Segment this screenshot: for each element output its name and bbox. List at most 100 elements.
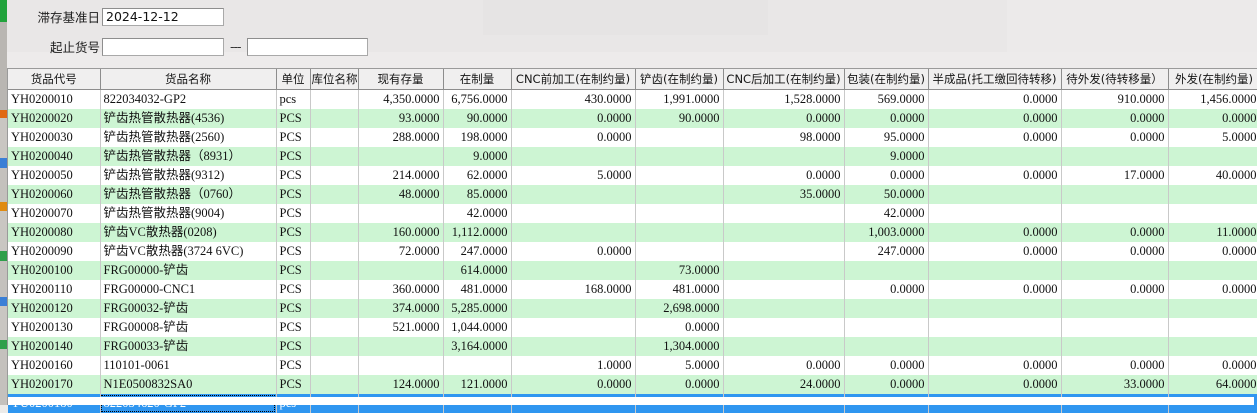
- cell-name[interactable]: 铲齿热管散热器（0760）: [100, 185, 276, 204]
- cell-outsourced[interactable]: 5.0000: [1168, 128, 1257, 147]
- cell-unit[interactable]: PCS: [276, 356, 310, 375]
- cell-semi[interactable]: [928, 147, 1061, 166]
- cell-wip[interactable]: 247.0000: [443, 242, 511, 261]
- cell-semi[interactable]: 0.0000: [928, 223, 1061, 242]
- cell-shaving[interactable]: 1,991.0000: [635, 90, 723, 110]
- cell-pre_cnc[interactable]: 1.0000: [511, 356, 635, 375]
- cell-name[interactable]: 822034032-GP2: [100, 90, 276, 110]
- cell-shaving[interactable]: 5.0000: [635, 356, 723, 375]
- cell-name[interactable]: FRG00008-铲齿: [100, 318, 276, 337]
- cell-packing[interactable]: [844, 299, 928, 318]
- cell-shaving[interactable]: [635, 242, 723, 261]
- column-header-semi[interactable]: 半成品(托工缴回待转移): [928, 69, 1061, 90]
- cell-location[interactable]: [310, 109, 358, 128]
- column-header-post_cnc[interactable]: CNC后加工(在制约量): [723, 69, 844, 90]
- cell-outsourced[interactable]: 0.0000: [1168, 109, 1257, 128]
- cell-wip[interactable]: 614.0000: [443, 261, 511, 280]
- cell-semi[interactable]: 0.0000: [928, 90, 1061, 110]
- cell-outsourced[interactable]: [1168, 185, 1257, 204]
- cell-packing[interactable]: 0.0000: [844, 375, 928, 394]
- cell-onhand[interactable]: 360.0000: [358, 280, 443, 299]
- cell-code[interactable]: YH0200060: [8, 185, 100, 204]
- cell-pre_cnc[interactable]: 0.0000: [511, 109, 635, 128]
- cell-semi[interactable]: [928, 185, 1061, 204]
- column-header-unit[interactable]: 单位: [276, 69, 310, 90]
- column-header-name[interactable]: 货品名称: [100, 69, 276, 90]
- cell-post_cnc[interactable]: [723, 147, 844, 166]
- cell-onhand[interactable]: 288.0000: [358, 128, 443, 147]
- cell-semi[interactable]: [928, 204, 1061, 223]
- cell-code[interactable]: YH0200020: [8, 109, 100, 128]
- cell-pre_cnc[interactable]: 0.0000: [511, 128, 635, 147]
- column-header-onhand[interactable]: 现有存量: [358, 69, 443, 90]
- item-range-from-input[interactable]: [102, 38, 224, 56]
- cell-unit[interactable]: PCS: [276, 242, 310, 261]
- cell-pre_cnc[interactable]: 5.0000: [511, 166, 635, 185]
- cell-pending_out[interactable]: [1061, 185, 1168, 204]
- cell-pending_out[interactable]: 33.0000: [1061, 375, 1168, 394]
- cell-post_cnc[interactable]: 0.0000: [723, 356, 844, 375]
- cell-pending_out[interactable]: [1061, 299, 1168, 318]
- cell-post_cnc[interactable]: 24.0000: [723, 375, 844, 394]
- cell-code[interactable]: YH0200160: [8, 356, 100, 375]
- cell-semi[interactable]: 0.0000: [928, 242, 1061, 261]
- cell-pending_out[interactable]: 910.0000: [1061, 90, 1168, 110]
- cell-pre_cnc[interactable]: [511, 204, 635, 223]
- cell-name[interactable]: 铲齿VC散热器(0208): [100, 223, 276, 242]
- cell-location[interactable]: [310, 337, 358, 356]
- cell-wip[interactable]: 5,285.0000: [443, 299, 511, 318]
- cell-semi[interactable]: 0.0000: [928, 128, 1061, 147]
- cell-location[interactable]: [310, 166, 358, 185]
- cell-shaving[interactable]: [635, 185, 723, 204]
- cell-packing[interactable]: 9.0000: [844, 147, 928, 166]
- cell-location[interactable]: [310, 299, 358, 318]
- cell-code[interactable]: YH0200070: [8, 204, 100, 223]
- cell-outsourced[interactable]: 64.0000: [1168, 375, 1257, 394]
- cell-location[interactable]: [310, 90, 358, 110]
- cell-unit[interactable]: PCS: [276, 280, 310, 299]
- cell-post_cnc[interactable]: [723, 204, 844, 223]
- cell-name[interactable]: FRG00032-铲齿: [100, 299, 276, 318]
- cell-semi[interactable]: [928, 318, 1061, 337]
- cell-location[interactable]: [310, 242, 358, 261]
- cell-unit[interactable]: PCS: [276, 299, 310, 318]
- cell-code[interactable]: YH0200140: [8, 337, 100, 356]
- cell-post_cnc[interactable]: [723, 280, 844, 299]
- cell-pending_out[interactable]: [1061, 261, 1168, 280]
- cell-shaving[interactable]: [635, 223, 723, 242]
- cell-onhand[interactable]: [358, 204, 443, 223]
- cell-code[interactable]: YH0200090: [8, 242, 100, 261]
- cell-packing[interactable]: 1,003.0000: [844, 223, 928, 242]
- cell-onhand[interactable]: 48.0000: [358, 185, 443, 204]
- cell-pre_cnc[interactable]: [511, 185, 635, 204]
- cell-post_cnc[interactable]: 98.0000: [723, 128, 844, 147]
- cell-wip[interactable]: 1,044.0000: [443, 318, 511, 337]
- cell-packing[interactable]: 42.0000: [844, 204, 928, 223]
- cell-outsourced[interactable]: 1,456.0000: [1168, 90, 1257, 110]
- cell-packing[interactable]: [844, 261, 928, 280]
- cell-shaving[interactable]: 1,304.0000: [635, 337, 723, 356]
- cell-pre_cnc[interactable]: [511, 223, 635, 242]
- cell-semi[interactable]: 0.0000: [928, 356, 1061, 375]
- cell-outsourced[interactable]: 11.0000: [1168, 223, 1257, 242]
- cell-wip[interactable]: 62.0000: [443, 166, 511, 185]
- cell-location[interactable]: [310, 147, 358, 166]
- cell-code[interactable]: YH0200050: [8, 166, 100, 185]
- cell-onhand[interactable]: [358, 337, 443, 356]
- cell-post_cnc[interactable]: 0.0000: [723, 166, 844, 185]
- cell-name[interactable]: 铲齿VC散热器(3724 6VC): [100, 242, 276, 261]
- column-header-outsourced[interactable]: 外发(在制约量): [1168, 69, 1257, 90]
- column-header-wip[interactable]: 在制量: [443, 69, 511, 90]
- cell-code[interactable]: YH0200030: [8, 128, 100, 147]
- cell-outsourced[interactable]: 40.0000: [1168, 166, 1257, 185]
- column-header-pre_cnc[interactable]: CNC前加工(在制约量): [511, 69, 635, 90]
